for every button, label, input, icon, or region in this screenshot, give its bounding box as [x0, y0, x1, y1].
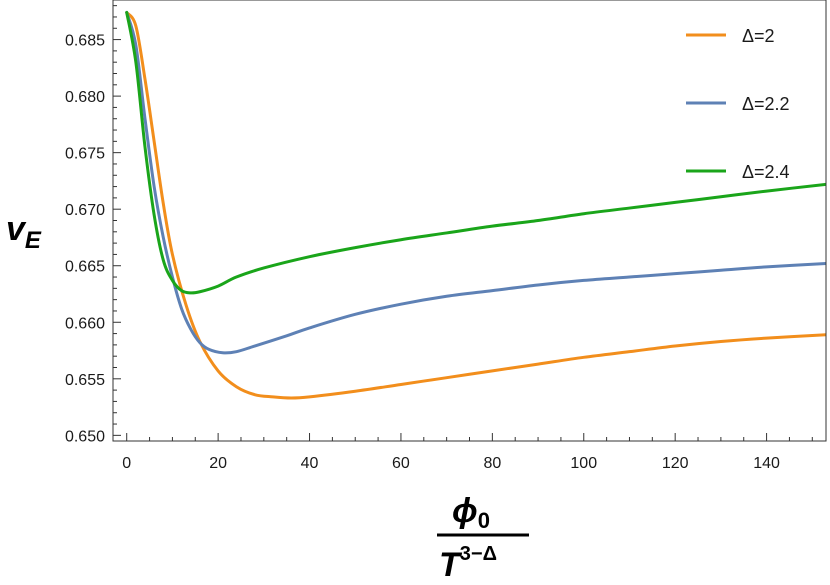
legend: Δ=2 Δ=2.2 Δ=2.4	[686, 26, 790, 182]
x-axis-denominator: T3−Δ	[439, 543, 497, 584]
series-line-2	[125, 10, 826, 355]
x-axis-numerator-main: ϕ	[452, 492, 478, 530]
x-tick-label: 140	[753, 455, 780, 472]
x-axis-denominator-main: T	[439, 546, 463, 584]
y-tick-label: 0.675	[65, 146, 105, 163]
x-tick-label: 120	[662, 455, 689, 472]
y-tick-label: 0.650	[65, 428, 105, 445]
x-tick-label: 40	[301, 455, 319, 472]
legend-label-3: Δ=2.4	[742, 162, 790, 182]
y-tick-label: 0.670	[65, 202, 105, 219]
x-axis-title: ϕ0 T3−Δ	[437, 492, 529, 584]
x-tick-labels: 0 20 40 60 80 100 120 140	[122, 455, 780, 472]
y-tick-labels: 0.650 0.655 0.660 0.665 0.670 0.675 0.680 0.685	[65, 33, 105, 446]
series-line-3	[125, 10, 826, 295]
y-axis-title: vE	[6, 210, 42, 254]
series-line-1	[125, 10, 826, 400]
y-tick-label: 0.685	[65, 33, 105, 50]
plot-frame	[112, 0, 827, 442]
y-axis-title-main: v	[6, 210, 27, 248]
x-axis-denominator-sup: 3−Δ	[460, 543, 497, 565]
x-tick-label: 80	[483, 455, 501, 472]
x-tick-label: 100	[570, 455, 597, 472]
x-tick-label: 20	[209, 455, 227, 472]
y-axis-title-sub: E	[25, 227, 42, 254]
y-tick-label: 0.655	[65, 372, 105, 389]
legend-label-1: Δ=2	[742, 26, 775, 46]
x-axis-numerator-sub: 0	[478, 508, 490, 533]
y-tick-label: 0.665	[65, 259, 105, 276]
tick-marks	[113, 5, 813, 441]
series-lines	[125, 10, 826, 400]
y-tick-label: 0.680	[65, 89, 105, 106]
x-tick-label: 0	[122, 455, 131, 472]
x-axis-numerator: ϕ0	[452, 492, 490, 533]
legend-label-2: Δ=2.2	[742, 94, 790, 114]
x-tick-label: 60	[392, 455, 410, 472]
y-tick-label: 0.660	[65, 315, 105, 332]
